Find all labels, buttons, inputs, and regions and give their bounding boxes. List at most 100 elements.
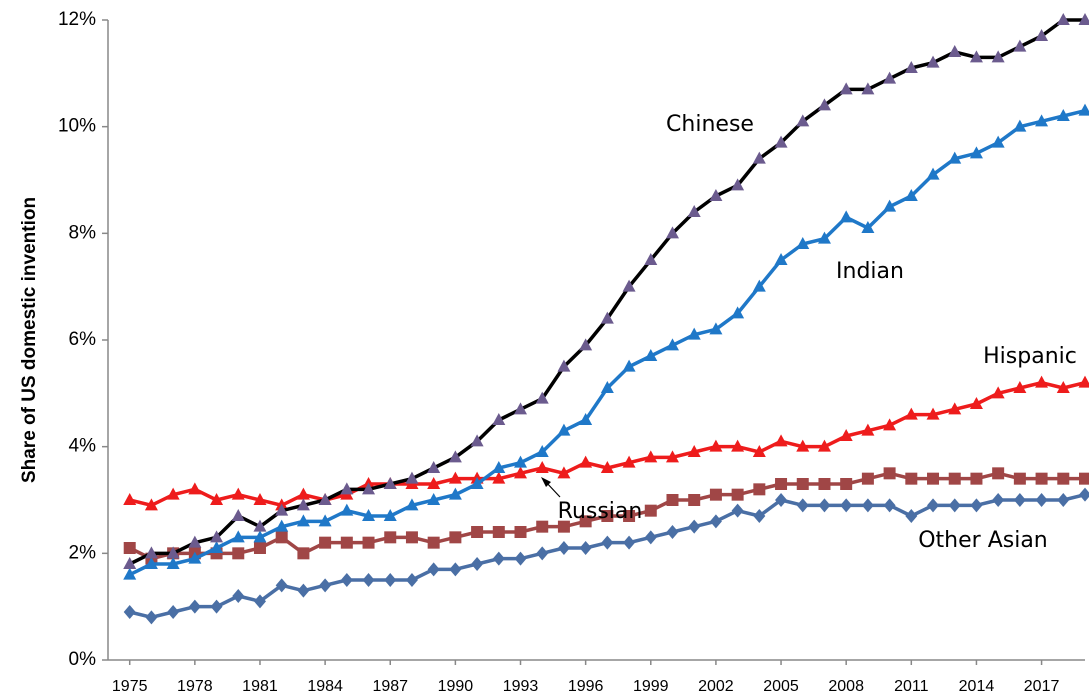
marker: [188, 482, 202, 495]
marker: [166, 487, 180, 500]
marker: [622, 279, 636, 292]
marker: [340, 482, 354, 495]
marker: [817, 439, 831, 452]
marker: [471, 557, 484, 571]
x-tick-label: 1999: [633, 678, 669, 695]
x-tick-label: 2017: [1024, 678, 1060, 695]
x-tick-label: 1993: [503, 678, 539, 695]
marker: [665, 226, 679, 239]
marker: [687, 327, 701, 340]
marker: [1056, 13, 1070, 25]
marker: [557, 541, 570, 555]
y-axis-label: Share of US domestic invention: [19, 197, 40, 483]
marker: [232, 589, 245, 603]
marker: [883, 418, 897, 431]
marker: [818, 478, 831, 490]
marker: [449, 531, 462, 544]
marker: [384, 531, 397, 544]
marker: [123, 605, 136, 619]
marker: [817, 98, 831, 111]
marker: [470, 434, 484, 447]
marker: [405, 531, 418, 544]
marker: [123, 557, 137, 569]
marker: [427, 461, 441, 473]
marker: [904, 61, 918, 73]
marker: [1013, 39, 1027, 52]
marker: [188, 599, 201, 614]
series-label: Other Asian: [918, 528, 1048, 553]
x-tick-label: 2014: [959, 678, 995, 695]
marker: [991, 135, 1005, 148]
marker: [253, 542, 266, 554]
marker: [318, 493, 332, 505]
marker: [840, 478, 853, 490]
marker: [492, 471, 506, 484]
marker: [752, 445, 766, 457]
marker: [970, 498, 983, 513]
marker: [861, 423, 875, 436]
x-tick-label: 1990: [438, 678, 474, 695]
marker: [688, 494, 701, 506]
marker: [666, 525, 679, 539]
marker: [318, 514, 332, 527]
marker: [622, 455, 636, 468]
marker: [904, 189, 918, 201]
marker: [166, 546, 180, 559]
marker: [362, 509, 376, 521]
marker: [231, 509, 245, 521]
marker: [1035, 472, 1048, 485]
y-tick-label: 8%: [69, 222, 97, 243]
marker: [1013, 119, 1027, 132]
marker: [665, 338, 679, 351]
marker: [644, 253, 658, 265]
marker: [926, 167, 940, 180]
marker: [1078, 13, 1089, 25]
marker: [297, 547, 310, 560]
marker: [144, 557, 158, 569]
marker: [905, 472, 918, 485]
marker: [948, 151, 962, 164]
marker: [448, 450, 462, 463]
marker: [991, 50, 1005, 63]
marker: [753, 509, 766, 523]
marker: [231, 530, 245, 543]
y-tick-label: 0%: [69, 649, 97, 670]
marker: [448, 487, 462, 500]
x-tick-label: 1981: [242, 678, 278, 695]
marker: [557, 359, 571, 372]
marker: [362, 573, 375, 587]
marker: [861, 472, 874, 485]
y-tick-label: 10%: [58, 116, 96, 137]
marker: [427, 477, 441, 489]
marker: [1056, 109, 1070, 121]
marker: [1056, 381, 1070, 393]
marker: [991, 386, 1005, 399]
marker: [253, 519, 267, 532]
marker: [883, 199, 897, 212]
marker: [774, 434, 788, 447]
marker: [210, 493, 224, 505]
marker: [579, 413, 593, 425]
marker: [905, 509, 918, 523]
marker: [969, 397, 983, 409]
marker: [340, 573, 353, 587]
marker: [579, 541, 592, 555]
marker: [427, 493, 441, 505]
marker: [796, 237, 810, 249]
marker: [536, 546, 549, 561]
marker: [123, 567, 137, 580]
marker: [600, 311, 614, 324]
marker: [384, 573, 397, 587]
marker: [1035, 29, 1049, 41]
x-tick-label: 1987: [372, 678, 408, 695]
y-tick-label: 12%: [58, 9, 96, 30]
marker: [579, 515, 592, 528]
marker: [362, 482, 376, 495]
marker: [731, 439, 745, 452]
series-line: [129, 380, 1086, 508]
marker: [253, 594, 266, 609]
marker: [579, 338, 593, 351]
marker: [167, 605, 180, 619]
marker: [709, 322, 723, 335]
